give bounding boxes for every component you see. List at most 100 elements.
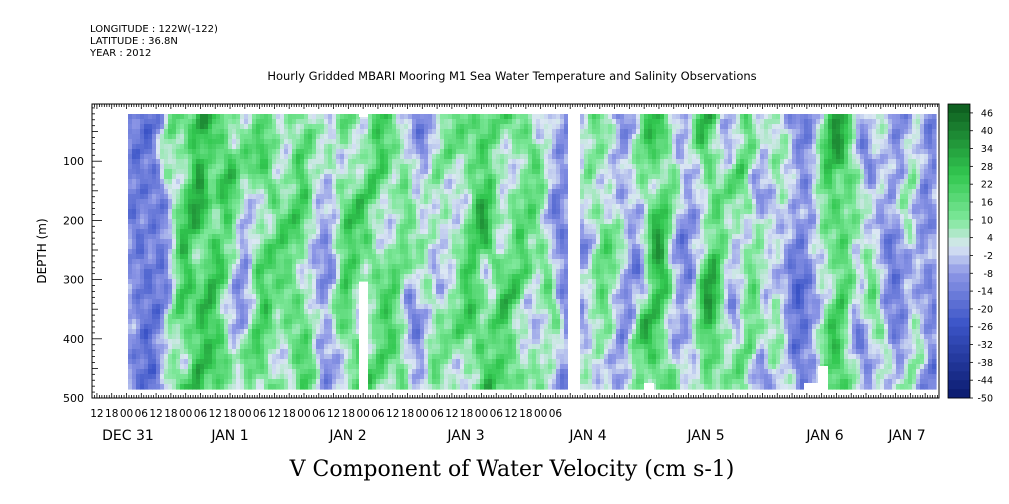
missing-bottom-patch	[804, 383, 820, 391]
x-date-label: JAN 2	[328, 428, 366, 444]
x-hour-label: 06	[253, 408, 267, 420]
x-hour-label: 18	[283, 408, 296, 420]
x-hour-label: 12	[149, 408, 162, 420]
x-hour-label: 12	[504, 408, 517, 420]
longitude-label: LONGITUDE : 122W(-122)	[90, 24, 218, 35]
colorbar-segment	[948, 282, 970, 292]
x-hour-label: 12	[209, 408, 222, 420]
colorbar-segment	[948, 246, 970, 256]
latitude-label: LATITUDE : 36.8N	[90, 36, 178, 47]
x-hour-label: 00	[179, 408, 192, 420]
x-date-label: JAN 7	[887, 428, 925, 444]
x-hour-label: 00	[238, 408, 251, 420]
x-hour-label: 12	[327, 408, 340, 420]
x-hour-label: 00	[416, 408, 429, 420]
y-axis: 100 200 300 400 500	[63, 107, 102, 405]
heatmap-field	[128, 114, 937, 390]
y-tick-label: 100	[63, 155, 84, 168]
x-hour-label: 18	[223, 408, 236, 420]
x-axis-hour-labels: 12 18 00 06 12 18 00 06 12 18 00 06 12 18 00 06 12 18 00 06…	[90, 408, 562, 420]
colorbar-segment	[948, 326, 970, 337]
x-hour-label: 18	[164, 408, 177, 420]
y-tick-label: 300	[63, 274, 84, 287]
x-date-label: JAN 4	[568, 428, 606, 444]
x-hour-label: 00	[120, 408, 133, 420]
chart-title: Hourly Gridded MBARI Mooring M1 Sea Wate…	[267, 69, 756, 83]
colorbar-segment	[948, 193, 970, 203]
x-axis-ticks	[91, 104, 938, 398]
colorbar-label: 46	[981, 108, 993, 119]
colorbar-label: -2	[984, 251, 993, 262]
colorbar-label: 40	[981, 126, 993, 137]
x-hour-label: 06	[490, 408, 504, 420]
x-hour-label: 06	[135, 408, 149, 420]
colorbar-segment	[948, 380, 970, 390]
colorbar-frame	[947, 103, 971, 399]
x-hour-label: 18	[342, 408, 355, 420]
colorbar-segment	[948, 139, 970, 149]
colorbar-segment	[948, 362, 970, 372]
colorbar-segment	[948, 104, 970, 114]
colorbar-label: 28	[981, 162, 993, 173]
x-hour-label: 18	[105, 408, 118, 420]
colorbar-label: 10	[981, 215, 993, 226]
colorbar-label: -38	[977, 358, 993, 369]
x-hour-label: 06	[194, 408, 208, 420]
colorbar-segment	[948, 300, 970, 310]
colorbar-segment	[948, 273, 970, 283]
x-hour-label: 12	[386, 408, 399, 420]
x-hour-label: 06	[312, 408, 326, 420]
x-hour-label: 12	[90, 408, 103, 420]
colorbar-segment	[948, 166, 970, 176]
x-hour-label: 06	[549, 408, 563, 420]
colorbar-segment	[948, 291, 970, 301]
colorbar-segment	[948, 317, 970, 328]
colorbar-segment	[948, 121, 970, 132]
missing-bottom-patch	[644, 383, 654, 391]
colorbar-segment	[948, 175, 970, 185]
x-hour-label: 12	[268, 408, 281, 420]
colorbar	[947, 103, 973, 399]
x-hour-label: 00	[534, 408, 547, 420]
x-hour-label: 06	[430, 408, 444, 420]
colorbar-segment	[948, 308, 970, 319]
colorbar-segment	[948, 335, 970, 345]
missing-data-gaps	[359, 113, 828, 391]
colorbar-segment	[948, 148, 970, 158]
colorbar-segment	[948, 389, 970, 399]
x-date-label: DEC 31	[102, 428, 154, 444]
x-hour-label: 06	[371, 408, 385, 420]
colorbar-segment	[948, 157, 970, 167]
colorbar-segment	[948, 255, 970, 265]
x-hour-label: 18	[460, 408, 473, 420]
colorbar-label: -32	[977, 340, 993, 351]
x-hour-label: 18	[519, 408, 532, 420]
colorbar-label: -44	[977, 376, 993, 387]
y-tick-label: 500	[63, 392, 84, 405]
colorbar-segment	[948, 353, 970, 363]
x-date-label: JAN 6	[805, 428, 843, 444]
x-axis-date-labels: DEC 31 JAN 1 JAN 2 JAN 3 JAN 4 JAN 5 JAN 6 JAN …	[102, 428, 925, 444]
x-hour-label: 18	[401, 408, 414, 420]
colorbar-label: -26	[977, 322, 993, 333]
x-hour-label: 12	[445, 408, 458, 420]
x-hour-label: 00	[356, 408, 369, 420]
colorbar-segment	[948, 228, 970, 239]
colorbar-label: -50	[977, 394, 993, 405]
y-tick-label: 200	[63, 214, 84, 227]
colorbar-segment	[948, 219, 970, 230]
year-label: YEAR : 2012	[90, 48, 152, 59]
colorbar-labels: 46 40 34 28 22 16 10 4 -2 -8 -14 -20 -26 -32 -38 -44 -50	[977, 108, 993, 404]
colorbar-segment	[948, 202, 970, 212]
colorbar-segment	[948, 237, 970, 247]
colorbar-label: -8	[984, 269, 993, 280]
colorbar-segment	[948, 264, 970, 274]
x-date-label: JAN 3	[446, 428, 484, 444]
colorbar-label: 22	[981, 180, 993, 191]
colorbar-segment	[948, 184, 970, 194]
x-date-label: JAN 5	[686, 428, 724, 444]
colorbar-label: 16	[981, 198, 993, 209]
y-tick-label: 400	[63, 333, 84, 346]
missing-top-notch	[359, 114, 368, 117]
x-date-label: JAN 1	[210, 428, 248, 444]
